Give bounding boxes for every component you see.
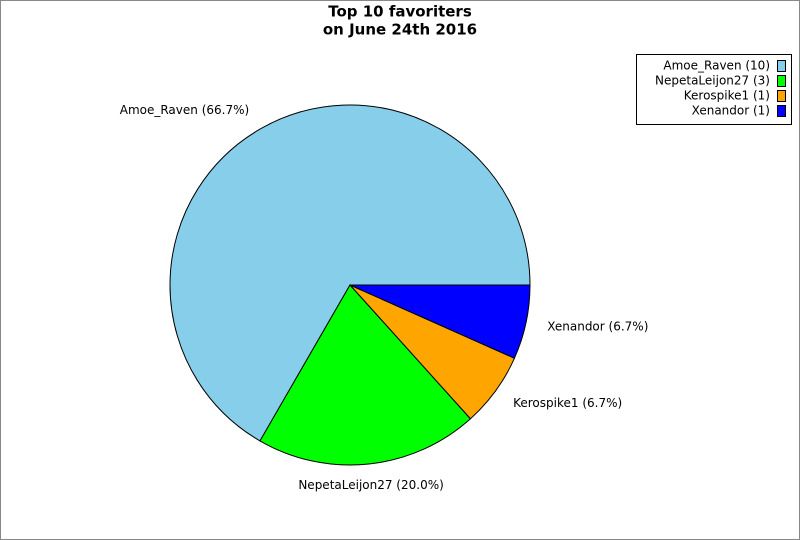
legend-swatch xyxy=(777,60,786,72)
chart-title: Top 10 favoriters xyxy=(328,3,472,21)
legend-label: NepetaLeijon27 (3) xyxy=(655,74,770,88)
pie-slice xyxy=(259,284,472,466)
legend-swatch xyxy=(777,105,786,117)
legend-label: Xenandor (1) xyxy=(692,104,770,118)
legend-swatch xyxy=(777,75,786,87)
legend-box xyxy=(636,54,792,125)
legend-label: Kerospike1 (1) xyxy=(684,89,770,103)
chart-subtitle: on June 24th 2016 xyxy=(323,21,477,39)
legend-swatch xyxy=(777,90,786,102)
slice-label: NepetaLeijon27 (20.0%) xyxy=(298,478,443,492)
pie-slice xyxy=(349,284,531,359)
slice-label: Xenandor (6.7%) xyxy=(547,319,648,333)
slice-label: Amoe_Raven (66.7%) xyxy=(120,103,249,117)
pie-slice xyxy=(169,104,531,442)
legend-label: Amoe_Raven (10) xyxy=(663,59,770,73)
slice-label: Kerospike1 (6.7%) xyxy=(513,396,622,410)
